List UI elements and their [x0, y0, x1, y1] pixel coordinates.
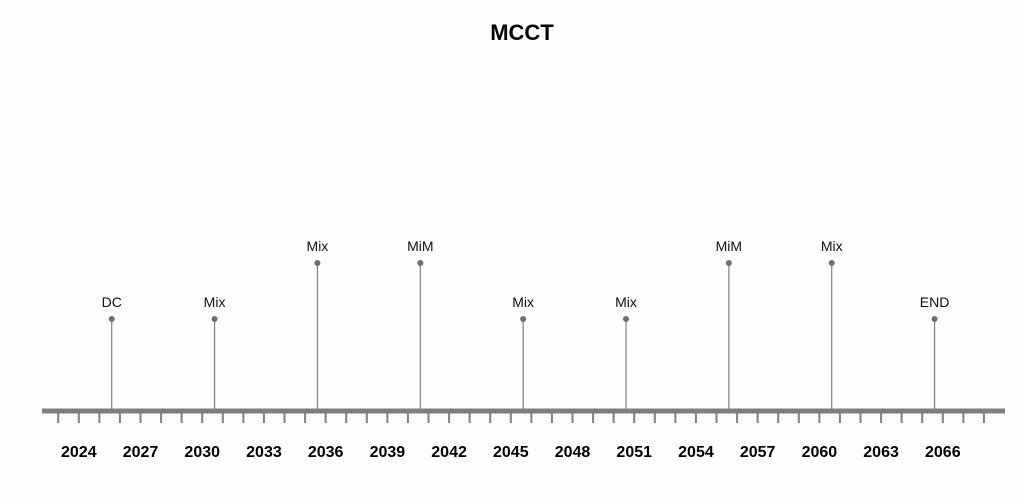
- event-marker: [725, 260, 732, 266]
- tick-label: 2048: [555, 444, 591, 461]
- event: Mix: [307, 238, 329, 409]
- tick-label: 2066: [925, 444, 961, 461]
- tick-label: 2060: [802, 444, 838, 461]
- event-marker: [520, 316, 527, 322]
- tick-label: 2063: [863, 444, 899, 461]
- events: DC Mix Mix MiM Mix Mix MiM Mix END: [102, 238, 950, 409]
- event: MiM: [716, 238, 742, 409]
- tick-label: 2045: [493, 444, 529, 461]
- event-label: DC: [102, 294, 122, 310]
- event-label: Mix: [204, 294, 226, 310]
- event-label: END: [920, 294, 950, 310]
- tick-label: 2054: [678, 444, 714, 461]
- event-marker: [828, 260, 835, 266]
- event-label: Mix: [821, 238, 843, 254]
- minor-ticks: [57, 411, 985, 423]
- event: Mix: [512, 294, 534, 409]
- tick-label: 2036: [308, 444, 344, 461]
- tick-label: 2024: [61, 444, 97, 461]
- event: Mix: [204, 294, 226, 409]
- event-label: Mix: [307, 238, 329, 254]
- event-label: MiM: [716, 238, 742, 254]
- event-marker: [211, 316, 218, 322]
- event-label: MiM: [407, 238, 433, 254]
- tick-label: 2057: [740, 444, 776, 461]
- event: Mix: [615, 294, 637, 409]
- event: Mix: [821, 238, 843, 409]
- tick-label: 2039: [370, 444, 406, 461]
- event-marker: [931, 316, 938, 322]
- event-marker: [623, 316, 629, 322]
- tick-labels: 2024 2027 2030 2033 2036 2039 2042 2045 2048 2051…: [61, 444, 961, 461]
- event-marker: [417, 260, 424, 266]
- tick-label: 2030: [184, 444, 220, 461]
- event-marker: [314, 260, 321, 266]
- tick-label: 2027: [123, 444, 159, 461]
- event: END: [920, 294, 950, 409]
- event-label: Mix: [512, 294, 534, 310]
- event: DC: [102, 294, 122, 409]
- event-label: Mix: [615, 294, 637, 310]
- tick-label: 2051: [616, 444, 652, 461]
- event-marker: [108, 316, 115, 322]
- event: MiM: [407, 238, 434, 409]
- chart-title: MCCT: [490, 20, 554, 45]
- tick-label: 2042: [431, 444, 467, 461]
- tick-label: 2033: [246, 444, 282, 461]
